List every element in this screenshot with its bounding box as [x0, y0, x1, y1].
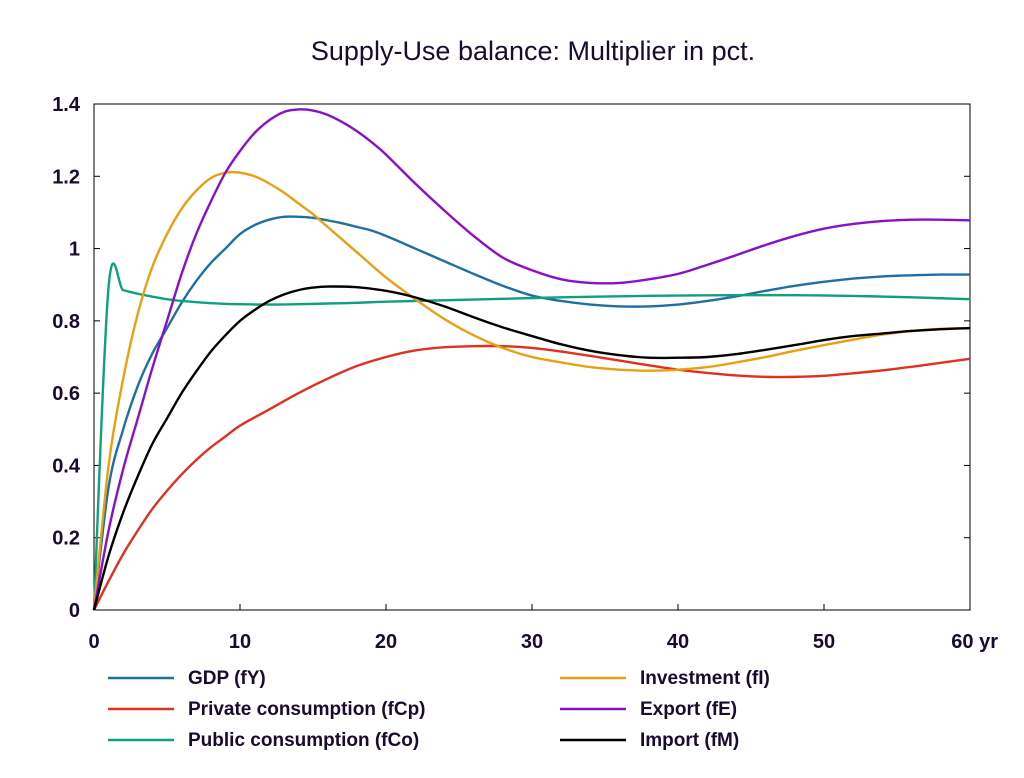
y-tick-label: 0.2: [52, 528, 80, 550]
legend: GDP (fY) Private consumption (fCp) Public …: [108, 668, 770, 751]
series-line-1: [92, 344, 971, 611]
chart-title: Supply-Use balance: Multiplier in pct.: [311, 36, 755, 66]
series-line-0: [92, 215, 971, 611]
x-tick-label: 0: [88, 631, 99, 653]
x-tick-label: 20: [375, 631, 397, 653]
y-axis: 0 0.2 0.4 0.6 0.8 1 1.2 1.4: [52, 94, 970, 622]
y-tick-label: 1.4: [52, 94, 81, 116]
x-tick-label: 50: [813, 631, 835, 653]
y-tick-label: 0.6: [52, 383, 80, 405]
y-tick-label: 1: [69, 239, 80, 261]
series-line-4: [92, 108, 971, 611]
legend-label-5: Import (fM): [640, 730, 739, 751]
legend-label-3: Investment (fI): [640, 668, 770, 689]
x-axis: 0 10 20 30 40 50 60 yr: [88, 604, 998, 653]
legend-label-1: Private consumption (fCp): [188, 699, 426, 720]
series-line-3: [92, 170, 971, 611]
series-layer: [92, 108, 971, 611]
x-tick-label: 60 yr: [951, 631, 998, 653]
y-tick-label: 0.8: [52, 311, 80, 333]
series-line-5: [92, 285, 971, 611]
x-tick-label: 30: [521, 631, 543, 653]
x-tick-label: 40: [667, 631, 689, 653]
y-tick-label: 1.2: [52, 166, 80, 188]
x-tick-label: 10: [229, 631, 251, 653]
legend-label-0: GDP (fY): [188, 668, 266, 689]
legend-label-4: Export (fE): [640, 699, 737, 720]
series-line-2: [92, 262, 971, 611]
legend-label-2: Public consumption (fCo): [188, 730, 419, 751]
y-tick-label: 0: [69, 600, 80, 622]
y-tick-label: 0.4: [52, 455, 81, 477]
